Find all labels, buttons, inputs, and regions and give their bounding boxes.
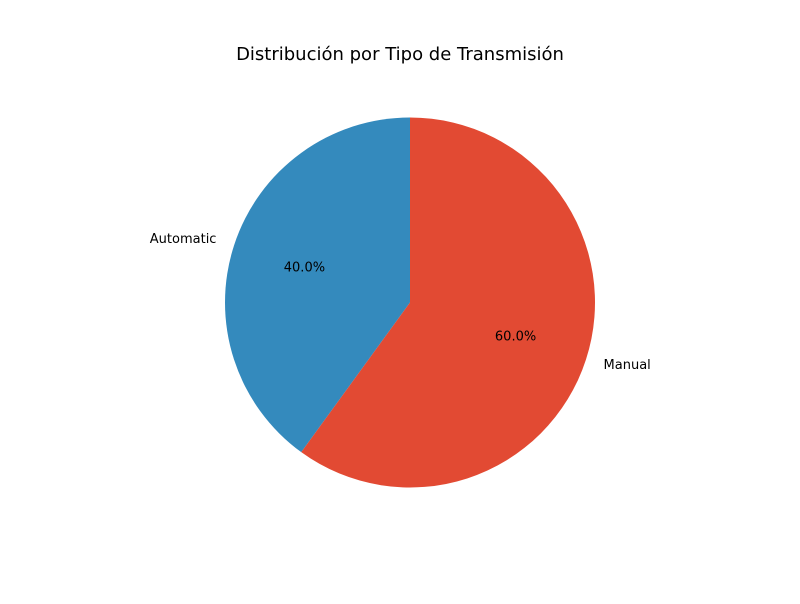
slice-percent-automatic: 40.0% xyxy=(284,261,325,276)
slice-label-automatic: Automatic xyxy=(150,232,217,247)
pie-slice-manual xyxy=(301,117,596,488)
slice-percent-manual: 60.0% xyxy=(495,329,536,344)
pie-slice-automatic xyxy=(225,117,410,453)
chart-title: Distribución por Tipo de Transmisión xyxy=(236,44,564,65)
slice-label-manual: Manual xyxy=(604,358,651,373)
